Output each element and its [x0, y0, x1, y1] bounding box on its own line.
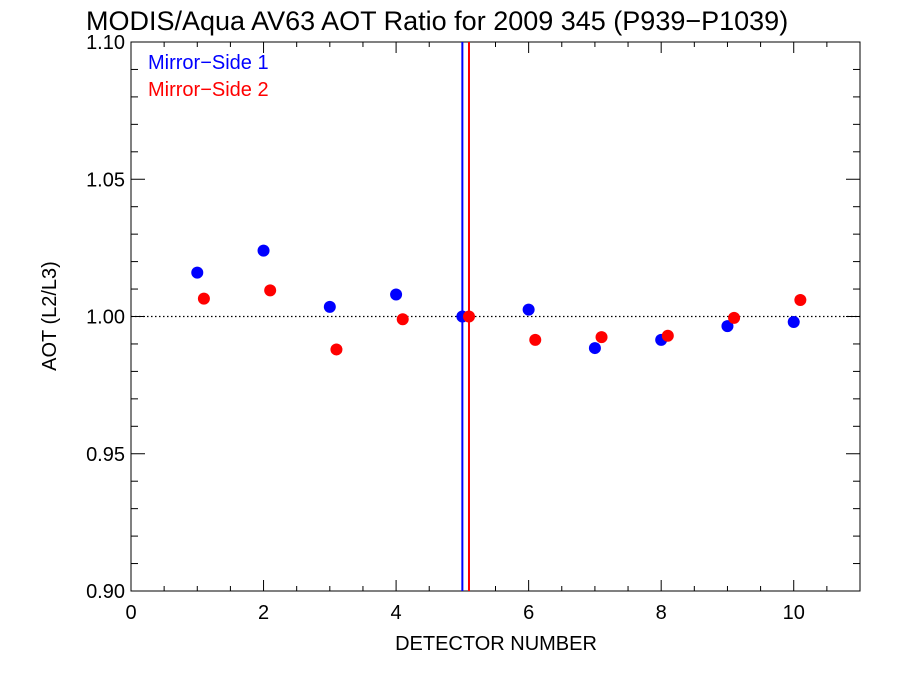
data-point: [661, 329, 674, 342]
data-point: [390, 288, 403, 301]
data-point: [191, 266, 204, 279]
data-point: [264, 284, 277, 297]
data-point: [588, 342, 601, 355]
chart-title: MODIS/Aqua AV63 AOT Ratio for 2009 345 (…: [86, 6, 788, 36]
axes-group: 0 2 4 6 8 10 0.90 0.95 1.00 1.05 1.10: [86, 32, 861, 624]
data-point: [197, 292, 210, 305]
data-point: [529, 333, 542, 346]
legend-entry: Mirror−Side 1: [148, 52, 269, 74]
y-tick-label: 0.90: [86, 581, 125, 603]
marks-group: [131, 42, 860, 591]
x-tick-label: 6: [523, 602, 534, 624]
y-tick-label: 0.95: [86, 444, 125, 466]
x-tick-label: 10: [783, 602, 805, 624]
x-tick-label: 4: [391, 602, 402, 624]
x-tick-label: 0: [125, 602, 136, 624]
y-axis-label: AOT (L2/L3): [39, 261, 61, 371]
x-tick-label: 2: [258, 602, 269, 624]
data-point: [728, 311, 741, 324]
data-point: [257, 244, 270, 257]
data-point: [330, 343, 343, 356]
data-point: [787, 315, 800, 328]
y-tick-label: 1.10: [86, 32, 125, 54]
data-point: [794, 294, 807, 307]
x-tick-label: 8: [656, 602, 667, 624]
legend: Mirror−Side 1 Mirror−Side 2: [148, 52, 269, 101]
data-point: [323, 300, 336, 313]
x-axis-label: DETECTOR NUMBER: [395, 633, 597, 655]
data-point: [462, 310, 475, 323]
y-tick-label: 1.00: [86, 307, 125, 329]
data-point: [595, 331, 608, 344]
data-point: [396, 313, 409, 326]
data-point: [721, 320, 734, 333]
legend-entry: Mirror−Side 2: [148, 79, 269, 101]
y-tick-label: 1.05: [86, 169, 125, 191]
data-point: [522, 303, 535, 316]
